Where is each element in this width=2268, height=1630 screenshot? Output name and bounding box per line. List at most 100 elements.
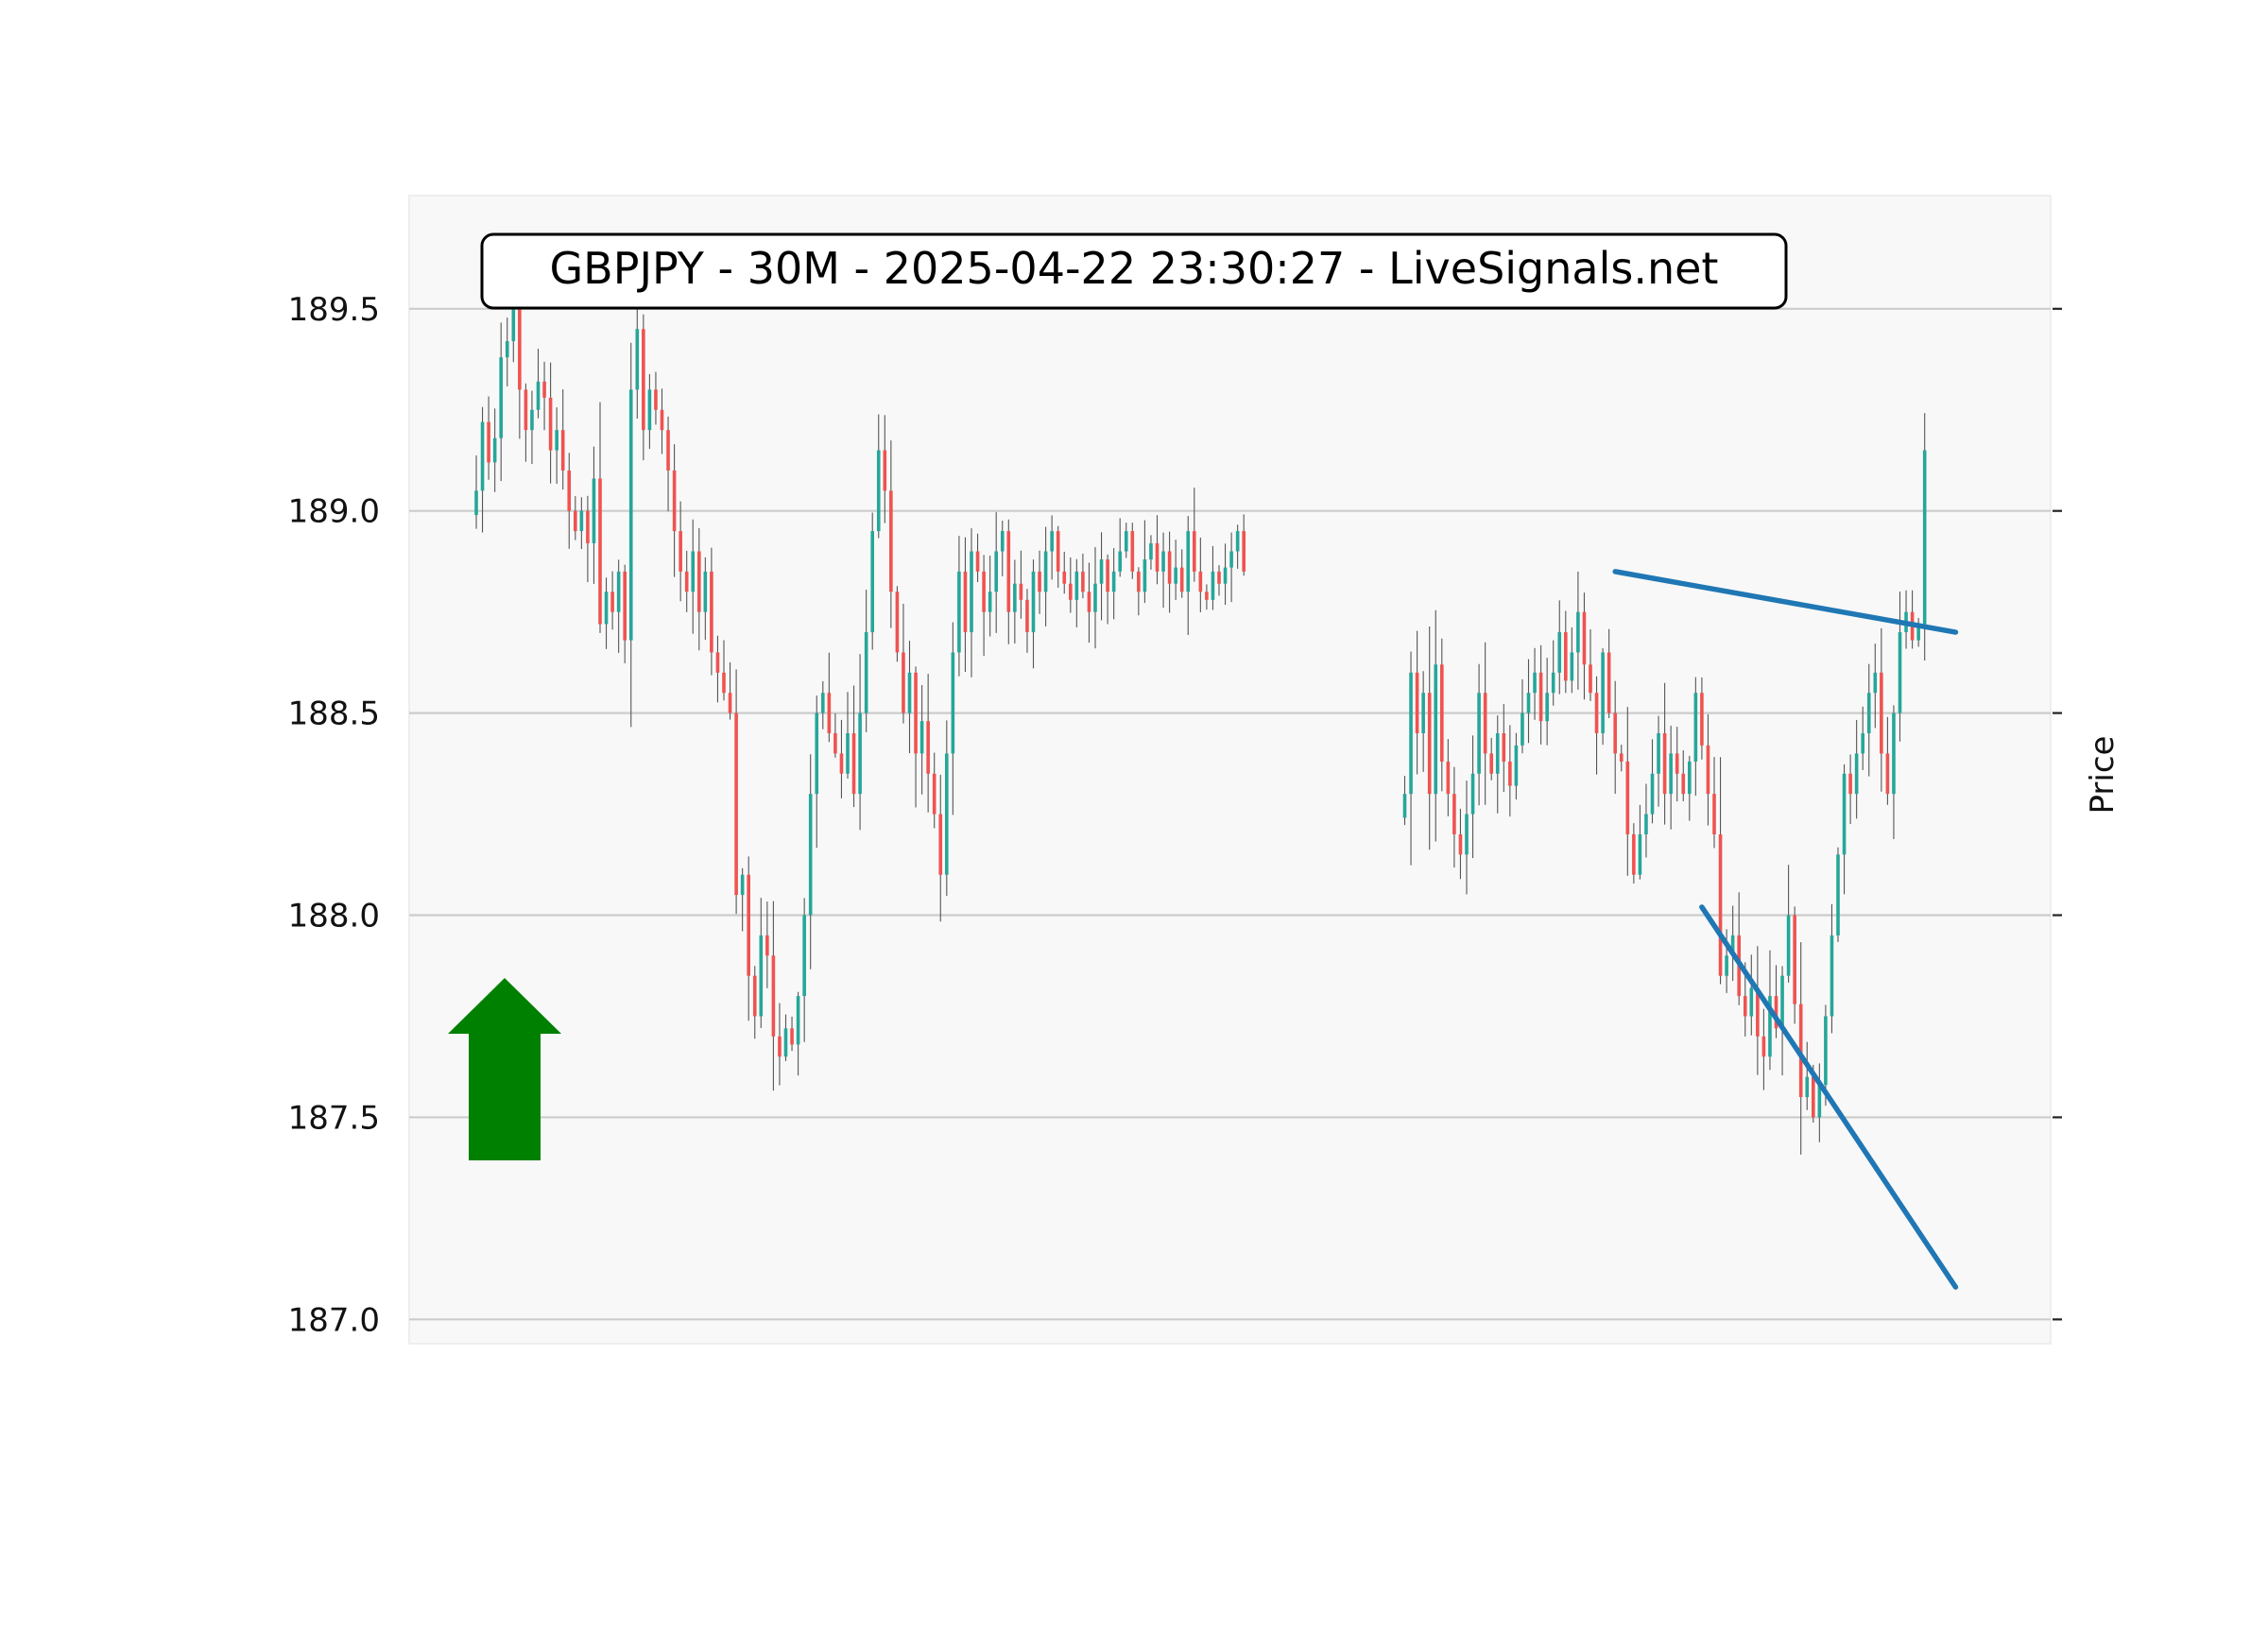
bull-candle-body [957,571,961,653]
bear-candle-body [1564,632,1568,681]
bull-candle-body [876,450,881,532]
bull-candle-body [1111,571,1116,592]
bull-candle-body [1842,773,1847,855]
bull-candle-body [1477,693,1481,774]
bear-candle-body [771,955,776,1037]
bear-candle-body [487,421,490,463]
bull-candle-body [970,551,973,633]
bear-candle-body [1761,1036,1766,1057]
bull-candle-body [703,571,708,612]
title-frame [480,232,1788,310]
bear-candle-body [1452,794,1456,834]
bear-candle-body [982,571,986,612]
bull-candle-body [1688,761,1692,795]
bear-candle-body [1700,693,1704,746]
bear-candle-body [1798,1004,1803,1098]
trendline-lower [1699,904,1959,1290]
bear-candle-body [728,693,732,713]
bull-candle-body [1650,773,1655,815]
bull-candle-body [1526,693,1531,713]
bear-candle-body [1137,571,1141,592]
bear-candle-body [1538,672,1543,722]
bull-candle-body [530,409,534,431]
bear-candle-body [1167,551,1172,584]
bull-candle-body [1000,531,1005,552]
bull-candle-body [1916,624,1920,641]
bear-candle-body [1774,996,1778,1029]
bear-candle-body [1038,571,1041,592]
bear-candle-body [1198,571,1203,592]
bear-candle-body [623,571,627,641]
bear-candle-body [747,874,750,976]
bear-candle-body [883,450,887,491]
bull-candle-body [1143,559,1147,592]
bull-candle-body [474,490,478,515]
bear-candle-body [1675,753,1679,774]
bear-candle-body [1885,753,1890,795]
bull-candle-body [1118,551,1122,572]
bear-candle-body [1681,773,1686,795]
bull-candle-body [480,421,485,491]
bear-candle-body [1217,571,1221,584]
bull-candle-body [1124,531,1128,552]
bull-candle-body [1644,814,1648,834]
bear-candle-body [765,935,769,956]
bear-candle-body [1062,571,1067,584]
y-tick-label: 187.0 [288,1301,380,1339]
bull-candle-body [1050,531,1054,552]
y-axis-tick-labels: 187.0 187.5 188.0 188.5 189.0 189.5 [288,291,380,1340]
bear-candle-body [1880,672,1883,754]
bull-candle-body [1514,745,1519,786]
bull-candle-body [1421,693,1425,733]
bear-candle-body [560,430,565,471]
bear-candle-body [1483,693,1487,754]
bear-candle-body [851,732,856,795]
bull-candle-body [858,712,862,795]
bull-candle-body [647,389,652,431]
bull-candle-body [907,672,912,713]
bull-candle-body [592,478,596,543]
y-tick-label: 189.0 [288,493,380,531]
bear-candle-body [889,490,893,592]
bear-candle-body [1489,753,1493,774]
bear-candle-body [902,652,905,713]
bear-candle-body [778,1036,782,1057]
bull-candle-body [1749,987,1754,1017]
up-arrow-icon [448,978,561,1160]
bull-candle-body [1229,551,1233,568]
bear-candle-body [1179,567,1184,592]
title-box: GBPJPY - 30M - 2025-04-22 23:30:27 - Liv… [480,232,1788,310]
plot-area [408,195,2052,1345]
bull-candle-body [1570,652,1574,681]
bull-candle-body [1873,672,1878,694]
chart-title: GBPJPY - 30M - 2025-04-22 23:30:27 - Liv… [550,243,1719,294]
bull-candle-body [505,341,509,358]
bear-candle-body [1458,833,1463,855]
bull-candle-body [1861,732,1864,754]
bear-candle-body [1415,672,1419,733]
trendlines [1612,569,1959,1290]
bear-candle-body [1619,753,1624,762]
bull-candle-body [1817,1085,1822,1118]
bull-candle-body [783,1028,788,1057]
bull-candle-body [1854,753,1859,795]
bear-candle-body [1712,794,1716,834]
bull-candle-body [1557,632,1562,673]
bull-candle-body [1730,935,1735,956]
bull-candle-body [1725,955,1728,976]
bear-candle-body [895,592,900,653]
bear-candle-body [1081,571,1085,592]
bear-candle-body [610,592,614,612]
bull-candle-body [1186,531,1191,592]
bull-candle-body [1786,915,1791,976]
bull-candle-body [1161,551,1165,572]
bull-candle-body [1093,583,1097,612]
bear-candle-body [1155,542,1160,572]
bull-candle-body [1031,571,1036,633]
bear-candle-body [790,1028,794,1045]
bear-candle-body [839,753,844,774]
bear-candle-body [722,672,726,694]
bull-candle-body [796,996,800,1045]
bull-candle-body [511,288,516,342]
bull-candle-body [1013,583,1017,612]
